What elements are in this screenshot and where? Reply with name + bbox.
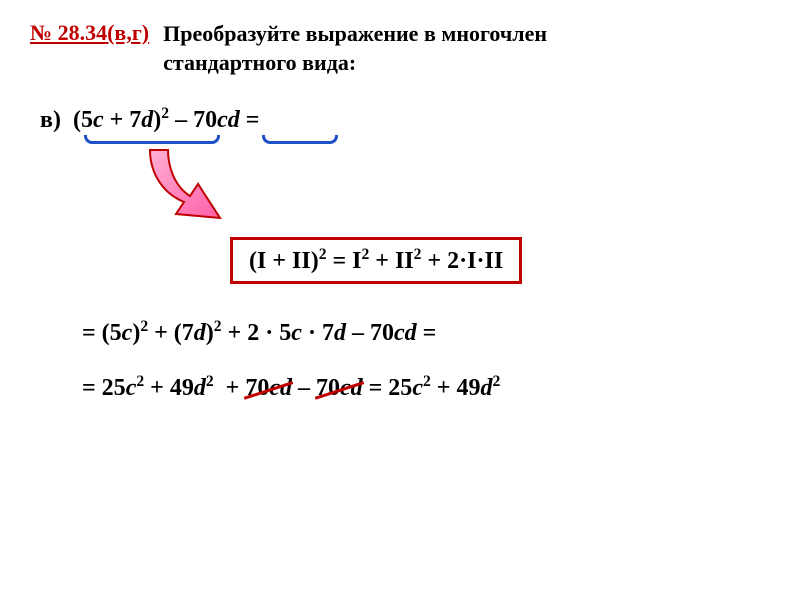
identity-formula-box: (I + II)2 = I2 + II2 + 2·I·II [230, 237, 522, 284]
cancelled-term-1: 70cd [245, 375, 292, 402]
expansion-step-2: = 25c2 + 49d2 + 70cd – 70cd = 25c2 + 49d… [82, 373, 770, 402]
part-letter: в) [40, 107, 61, 133]
given-expression-line: в) (5c + 7d)2 – 70cd = [40, 105, 770, 134]
problem-title: Преобразуйте выражение в многочлен станд… [163, 20, 547, 77]
problem-number: № 28.34(в,г) [30, 20, 149, 46]
cancelled-term-2: 70cd [316, 375, 363, 402]
header-row: № 28.34(в,г) Преобразуйте выражение в мн… [30, 20, 770, 77]
bracket-underline-term2 [262, 135, 338, 144]
bracket-underline-term1 [84, 135, 220, 144]
arrow-indicator [140, 146, 770, 231]
expansion-step-1: = (5c)2 + (7d)2 + 2 · 5c · 7d – 70cd = [82, 318, 770, 347]
curved-arrow-icon [140, 146, 230, 226]
title-line-2: стандартного вида: [163, 50, 356, 75]
title-line-1: Преобразуйте выражение в многочлен [163, 21, 547, 46]
